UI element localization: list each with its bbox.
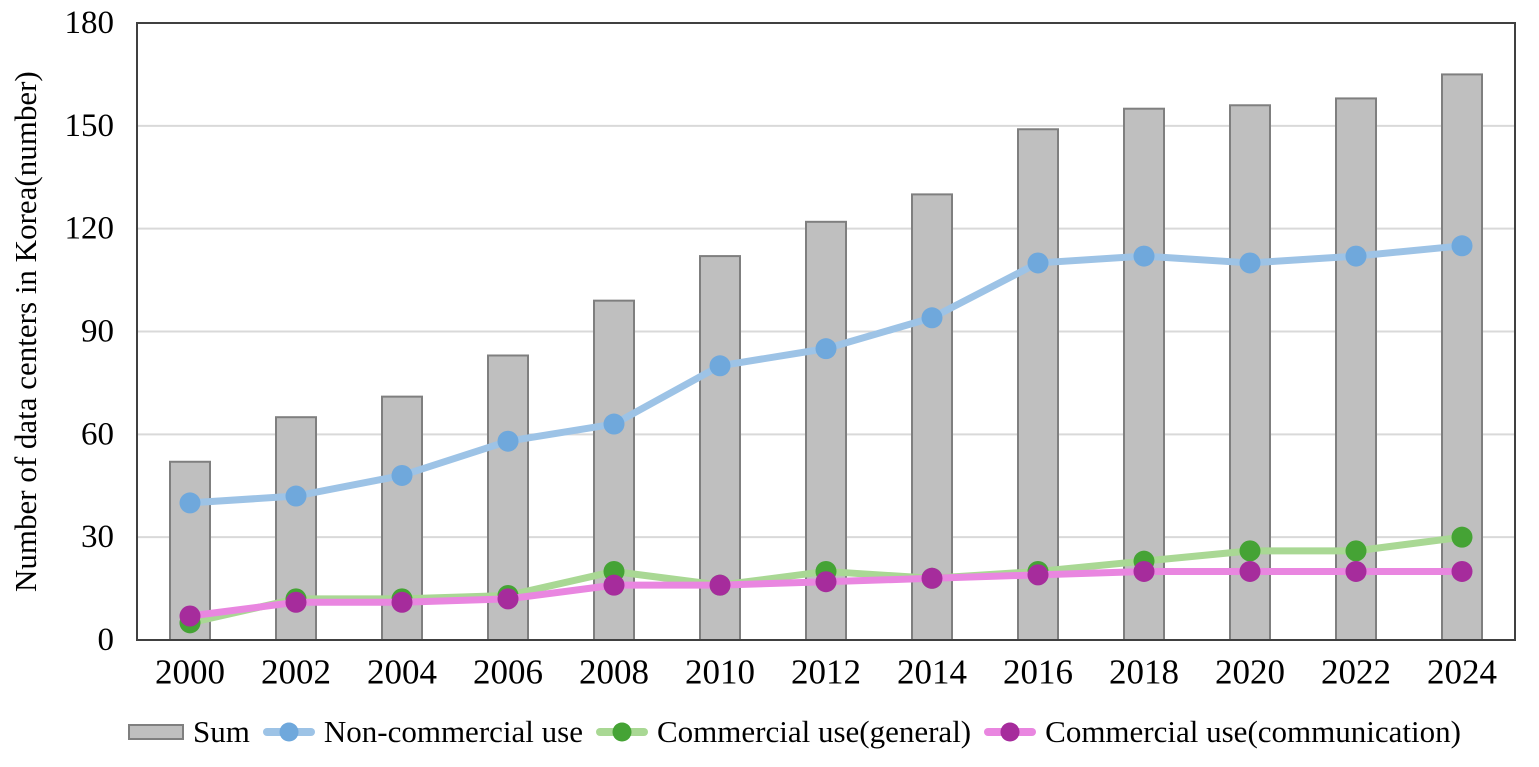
x-tick-label: 2000: [155, 653, 225, 692]
y-tick-label: 150: [65, 108, 115, 144]
legend: Sum Non-commercial use Commercial use(ge…: [128, 706, 1533, 758]
plot-border: [136, 22, 1516, 641]
legend-item-noncommercial: Non-commercial use: [262, 714, 583, 750]
noncommercial-marker: [391, 464, 413, 486]
legend-label-sum: Sum: [193, 714, 250, 749]
commercial-communication-marker: [815, 571, 837, 593]
noncommercial-marker: [921, 307, 943, 329]
y-tick-label: 180: [65, 5, 115, 41]
legend-item-sum: Sum: [128, 714, 250, 750]
commercial-communication-marker: [285, 591, 307, 613]
noncommercial-marker: [1239, 252, 1261, 274]
noncommercial-marker: [179, 492, 201, 514]
x-tick-label: 2004: [367, 653, 437, 692]
noncommercial-marker: [603, 413, 625, 435]
commercial-communication-marker: [1345, 560, 1367, 582]
noncommercial-marker: [815, 338, 837, 360]
y-tick-label: 90: [81, 314, 114, 350]
noncommercial-line-swatch-icon: [262, 721, 315, 743]
commercial-communication-marker: [497, 588, 519, 610]
plot-area: 0 30 60 90 120 150 180 2000 2002 2004 2006 2008 2010…: [65, 5, 1516, 692]
noncommercial-marker: [1027, 252, 1049, 274]
x-tick-label: 2022: [1321, 653, 1391, 692]
commercial-communication-marker: [179, 605, 201, 627]
x-tick-label: 2012: [791, 653, 861, 692]
commercial-general-marker: [1451, 526, 1473, 548]
legend-item-commercial-general: Commercial use(general): [595, 714, 972, 750]
commercial-communication-marker: [709, 574, 731, 596]
commercial-communication-marker: [1239, 560, 1261, 582]
x-tick-label: 2010: [685, 653, 755, 692]
x-tick-label: 2018: [1109, 653, 1179, 692]
x-tick-label: 2014: [897, 653, 967, 692]
sum-bar: [911, 193, 953, 641]
commercial-communication-marker: [921, 567, 943, 589]
legend-label-commercial-general: Commercial use(general): [656, 714, 972, 749]
x-tick-label: 2008: [579, 653, 649, 692]
sum-bar-swatch-icon: [128, 724, 184, 740]
commercial-communication-marker: [1027, 564, 1049, 586]
legend-label-noncommercial: Non-commercial use: [323, 714, 583, 749]
commercial-general-marker: [1239, 540, 1261, 562]
commercial-communication-marker: [603, 574, 625, 596]
commercial-communication-marker: [391, 591, 413, 613]
sum-bar: [1441, 73, 1483, 641]
y-tick-label: 120: [65, 211, 115, 247]
x-tick-label: 2006: [473, 653, 543, 692]
commercial-communication-marker: [1451, 560, 1473, 582]
commercial-general-line-swatch-icon: [595, 721, 648, 743]
noncommercial-marker: [1345, 245, 1367, 267]
commercial-general-marker: [1345, 540, 1367, 562]
commercial-communication-line-swatch-icon: [984, 721, 1037, 743]
sum-bar: [1017, 128, 1059, 641]
noncommercial-marker: [1451, 235, 1473, 257]
x-tick-label: 2016: [1003, 653, 1073, 692]
legend-label-commercial-communication: Commercial use(communication): [1045, 714, 1461, 749]
noncommercial-marker: [285, 485, 307, 507]
y-tick-label: 30: [81, 519, 114, 555]
legend-item-commercial-communication: Commercial use(communication): [984, 714, 1461, 750]
x-tick-label: 2024: [1427, 653, 1497, 692]
x-tick-label: 2002: [261, 653, 331, 692]
y-tick-label: 0: [98, 622, 115, 658]
y-tick-label: 60: [81, 416, 114, 452]
noncommercial-marker: [709, 355, 731, 377]
noncommercial-marker: [1133, 245, 1155, 267]
noncommercial-marker: [497, 430, 519, 452]
x-tick-label: 2020: [1215, 653, 1285, 692]
commercial-communication-marker: [1133, 560, 1155, 582]
